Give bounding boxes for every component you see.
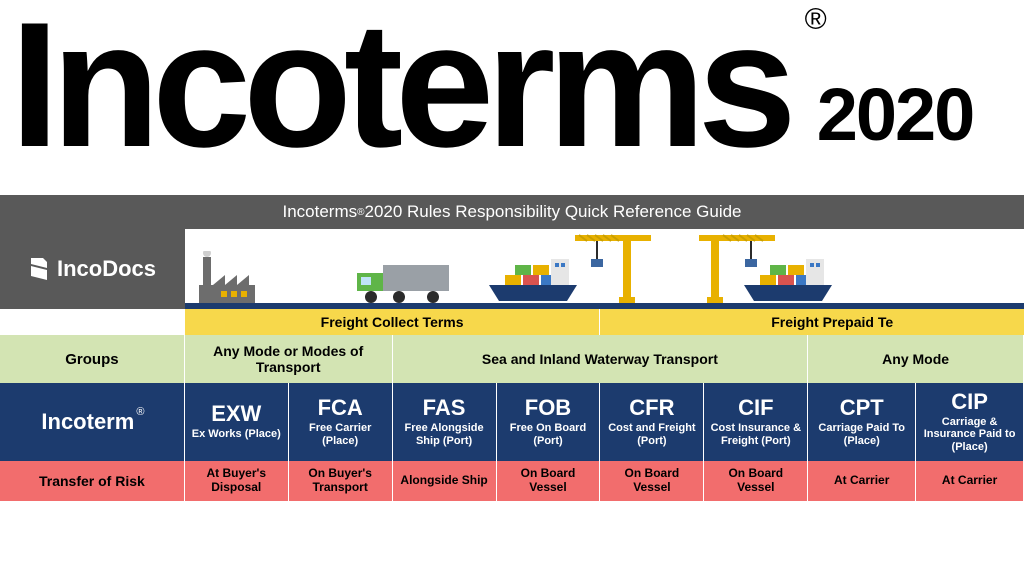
term-code: FCA: [318, 397, 363, 419]
term-desc: Free Carrier (Place): [293, 422, 388, 447]
risk-text: On Board Vessel: [604, 467, 699, 495]
subtitle-suffix: 2020 Rules Responsibility Quick Referenc…: [364, 202, 741, 222]
freight-collect-cell: Freight Collect Terms: [185, 309, 601, 335]
term-cell-cpt: CPT Carriage Paid To (Place): [808, 383, 916, 461]
freight-bar: Freight Collect Terms Freight Prepaid Te: [0, 309, 1024, 335]
term-desc: Free On Board (Port): [501, 422, 596, 447]
freight-prepaid-label: Freight Prepaid Te: [771, 314, 893, 330]
risk-cell-0: At Buyer's Disposal: [185, 461, 289, 501]
registered-mark: ®: [805, 6, 819, 35]
term-desc: Free Alongside Ship (Port): [397, 422, 492, 447]
risk-cell-4: On Board Vessel: [600, 461, 704, 501]
risk-text: At Carrier: [942, 474, 997, 488]
term-code: CPT: [840, 397, 884, 419]
groups-row: Groups Any Mode or Modes of Transport Se…: [0, 335, 1024, 383]
risk-text: On Board Vessel: [708, 467, 803, 495]
groups-label: Groups: [65, 351, 118, 368]
crane-icon-1: [575, 229, 655, 303]
incoterm-row: Incoterm ® EXW Ex Works (Place) FCA Free Ca…: [0, 383, 1024, 461]
group-cell-any-mode-right: Any Mode: [808, 335, 1024, 383]
freight-collect-label: Freight Collect Terms: [321, 314, 464, 330]
incoterm-label-cell: Incoterm ®: [0, 383, 185, 461]
term-code: FOB: [525, 397, 571, 419]
page: Incoterms ® 2020 Incoterms ® 2020 Rules …: [0, 0, 1024, 576]
incoterm-label: Incoterm: [41, 409, 134, 435]
term-cell-fas: FAS Free Alongside Ship (Port): [393, 383, 497, 461]
factory-icon: [199, 251, 259, 303]
term-code: CFR: [629, 397, 674, 419]
freight-spacer: [0, 309, 185, 335]
title-row: Incoterms ® 2020: [0, 0, 1024, 185]
risk-cell-1: On Buyer's Transport: [289, 461, 393, 501]
risk-text: On Buyer's Transport: [293, 467, 388, 495]
risk-cell-6: At Carrier: [808, 461, 916, 501]
groups-label-cell: Groups: [0, 335, 185, 383]
logo-strip: IncoDocs: [0, 229, 1024, 309]
freight-prepaid-cell: Freight Prepaid Te: [600, 309, 1024, 335]
risk-text: On Board Vessel: [501, 467, 596, 495]
term-code: FAS: [423, 397, 466, 419]
title-year: 2020: [817, 72, 974, 157]
title-text: Incoterms: [10, 0, 789, 184]
incoterm-registered: ®: [136, 406, 144, 418]
risk-text: Alongside Ship: [400, 474, 487, 488]
term-desc: Cost and Freight (Port): [604, 422, 699, 447]
logo-text: IncoDocs: [57, 256, 156, 282]
risk-cell-7: At Carrier: [916, 461, 1024, 501]
term-cell-cip: CIP Carriage & Insurance Paid to (Place): [916, 383, 1024, 461]
term-cell-cif: CIF Cost Insurance & Freight (Port): [704, 383, 808, 461]
term-desc: Carriage Paid To (Place): [812, 422, 911, 447]
title-main: Incoterms ®: [10, 0, 789, 169]
group-text-0: Any Mode or Modes of Transport: [191, 343, 386, 375]
document-icon: [29, 256, 49, 282]
term-code: CIP: [951, 391, 988, 413]
ground-line: [185, 303, 1024, 309]
group-cell-any-mode: Any Mode or Modes of Transport: [185, 335, 393, 383]
subtitle-bar: Incoterms ® 2020 Rules Responsibility Qu…: [0, 195, 1024, 229]
ship-icon-1: [485, 253, 581, 303]
risk-cell-2: Alongside Ship: [393, 461, 497, 501]
risk-text: At Carrier: [834, 474, 889, 488]
term-desc: Carriage & Insurance Paid to (Place): [920, 416, 1019, 454]
term-cell-cfr: CFR Cost and Freight (Port): [600, 383, 704, 461]
ship-icon-2: [740, 253, 836, 303]
risk-text: At Buyer's Disposal: [189, 467, 284, 495]
term-desc: Ex Works (Place): [192, 428, 281, 441]
term-cell-exw: EXW Ex Works (Place): [185, 383, 289, 461]
transport-icons: [185, 229, 1024, 303]
risk-label: Transfer of Risk: [39, 473, 145, 489]
logo-box: IncoDocs: [0, 229, 185, 309]
group-text-1: Sea and Inland Waterway Transport: [482, 351, 718, 367]
risk-cell-5: On Board Vessel: [704, 461, 808, 501]
group-text-2: Any Mode: [882, 351, 949, 367]
transport-icons-area: [185, 229, 1024, 309]
subtitle-registered: ®: [357, 207, 364, 218]
term-cell-fob: FOB Free On Board (Port): [497, 383, 601, 461]
group-cell-sea-inland: Sea and Inland Waterway Transport: [393, 335, 809, 383]
term-code: EXW: [211, 403, 261, 425]
risk-row: Transfer of Risk At Buyer's Disposal On B…: [0, 461, 1024, 501]
risk-label-cell: Transfer of Risk: [0, 461, 185, 501]
truck-icon: [355, 261, 451, 303]
term-cell-fca: FCA Free Carrier (Place): [289, 383, 393, 461]
subtitle-prefix: Incoterms: [282, 202, 357, 222]
term-code: CIF: [738, 397, 773, 419]
risk-cell-3: On Board Vessel: [497, 461, 601, 501]
term-desc: Cost Insurance & Freight (Port): [708, 422, 803, 447]
